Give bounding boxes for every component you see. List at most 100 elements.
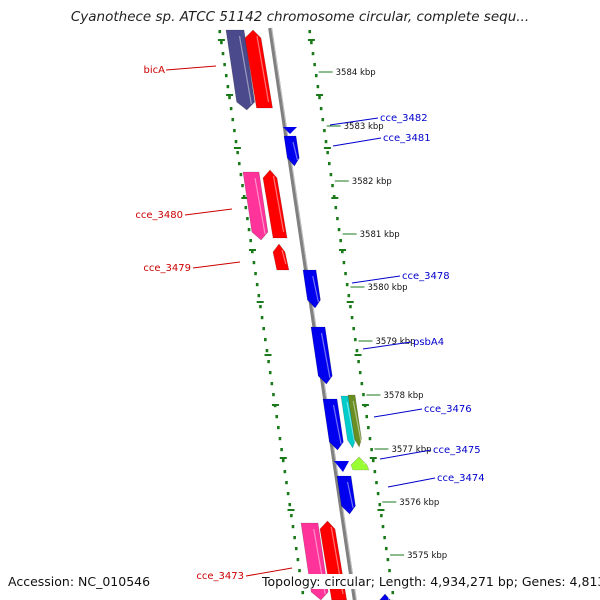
tick-layer: 3584 kbp 3583 kbp 3582 kbp 3581 kbp 3580 kbp… [318, 68, 447, 561]
cds-bar-shine [312, 275, 319, 303]
guide-dot-right [367, 426, 370, 430]
cds-bar-shine [272, 175, 285, 233]
guide-dot-left [254, 272, 257, 276]
tick-label: 3581 kbp [360, 230, 400, 240]
guide-dot-left [264, 338, 267, 342]
gene-label-cce-3482: cce_3482 [380, 113, 428, 124]
cds-bar [302, 269, 321, 309]
guide-dot-right [327, 162, 331, 166]
gene-label-cce-3474-leader [387, 477, 436, 488]
map-title: Cyanothece sp. ATCC 51142 chromosome cir… [70, 9, 530, 25]
guide-dot-right [352, 327, 355, 331]
guide-dot-left [286, 492, 290, 496]
cds-bar [378, 593, 394, 600]
guide-dot-right [378, 503, 382, 507]
guide-dot-right [350, 316, 354, 320]
guide-dot-right [314, 74, 318, 78]
cds-bar-shine [346, 401, 356, 443]
cds-bar-shine [387, 593, 390, 600]
guide-dot-right [341, 250, 344, 254]
guide-dot-right [344, 272, 347, 276]
guide-dot-left [241, 184, 244, 188]
tick-label: 3578 kbp [383, 391, 423, 401]
backbone-highlight [271, 27, 357, 600]
cds-bar [283, 135, 300, 167]
cds-bar-shine [332, 404, 342, 445]
cds-bar [272, 243, 290, 271]
gene-label-cce-3482-leader [329, 117, 379, 126]
guide-dot-left [280, 448, 283, 452]
guide-dot-left [249, 239, 252, 243]
guide-dot-right [326, 151, 329, 155]
guide-dot-left [229, 107, 233, 111]
tick-label: 3584 kbp [336, 68, 376, 78]
gene-label-bicA: bicA [144, 65, 166, 76]
cds-bar [244, 29, 273, 109]
guide-dot-left [262, 327, 265, 331]
gene-label-cce-3474: cce_3474 [437, 473, 485, 484]
cds-bar-shine [362, 462, 366, 465]
tick-label: 3579 kbp [375, 337, 415, 347]
feature-layer [225, 29, 394, 600]
guide-dot-right [355, 349, 359, 353]
gene-label-cce-3476-leader [373, 408, 423, 418]
guide-dot-left [267, 360, 270, 364]
guide-dot-right [370, 448, 373, 452]
guide-dot-right [373, 470, 377, 474]
guide-dot-left [239, 173, 243, 177]
guide-dot-right [316, 85, 320, 89]
guide-dot-left [220, 41, 223, 45]
guide-dot-right [360, 382, 364, 386]
guide-dot-right [347, 294, 351, 298]
guide-dot-right [375, 481, 378, 485]
guide-dot-left [252, 261, 256, 265]
guide-dot-right [349, 305, 352, 309]
guide-dot-right [318, 96, 321, 100]
guide-dot-left [288, 503, 292, 507]
gene-label-psbA4: psbA4 [413, 337, 444, 348]
tick-label: 3580 kbp [367, 283, 407, 293]
label-layer: bicA cce_3480 cce_3479 cce_3473 cce_3482 cce_… [135, 65, 484, 582]
guide-dot-right [362, 393, 365, 397]
guide-dot-right [383, 536, 386, 540]
dotted-guides [217, 30, 395, 595]
guide-dot-left [260, 316, 264, 320]
tick-label: 3575 kbp [407, 551, 447, 561]
cds-bar [334, 461, 349, 472]
guide-dot-right [357, 360, 360, 364]
guide-dot-left [283, 470, 287, 474]
guide-dot-left [231, 118, 235, 122]
guide-dot-left [234, 140, 238, 144]
guide-dot-left [278, 437, 282, 441]
guide-dot-left [233, 129, 236, 133]
guide-dot-left [244, 206, 248, 210]
cds-bar-shine [281, 249, 287, 265]
cds-bar [347, 394, 362, 448]
guide-dot-right [368, 437, 372, 441]
cds-bar-shine [256, 35, 270, 103]
guide-dot-right [323, 129, 326, 133]
gene-label-cce-3476: cce_3476 [424, 404, 472, 415]
orf-bar [242, 171, 269, 241]
gene-label-cce-3473-leader [245, 567, 293, 577]
guide-dot-left [281, 459, 285, 463]
orf-bar-shine [254, 177, 266, 235]
guide-dot-right [337, 228, 341, 232]
accession-text: Accession: NC_010546 [8, 574, 151, 589]
guide-dot-right [331, 184, 334, 188]
guide-dot-left [291, 525, 295, 529]
guide-dot-right [336, 217, 339, 221]
gene-label-cce-3479-leader [192, 261, 241, 269]
guide-dot-right [308, 30, 312, 34]
gene-label-cce-3475-leader [379, 449, 432, 460]
guide-dot-right [380, 514, 383, 518]
gene-label-cce-3481: cce_3481 [383, 133, 431, 144]
guide-dot-right [310, 41, 313, 45]
guide-dot-right [391, 591, 395, 595]
guide-dot-left [257, 294, 261, 298]
guide-dot-right [329, 173, 333, 177]
cds-bar [336, 475, 356, 515]
guide-dot-right [354, 338, 357, 342]
guide-dot-left [251, 250, 254, 254]
